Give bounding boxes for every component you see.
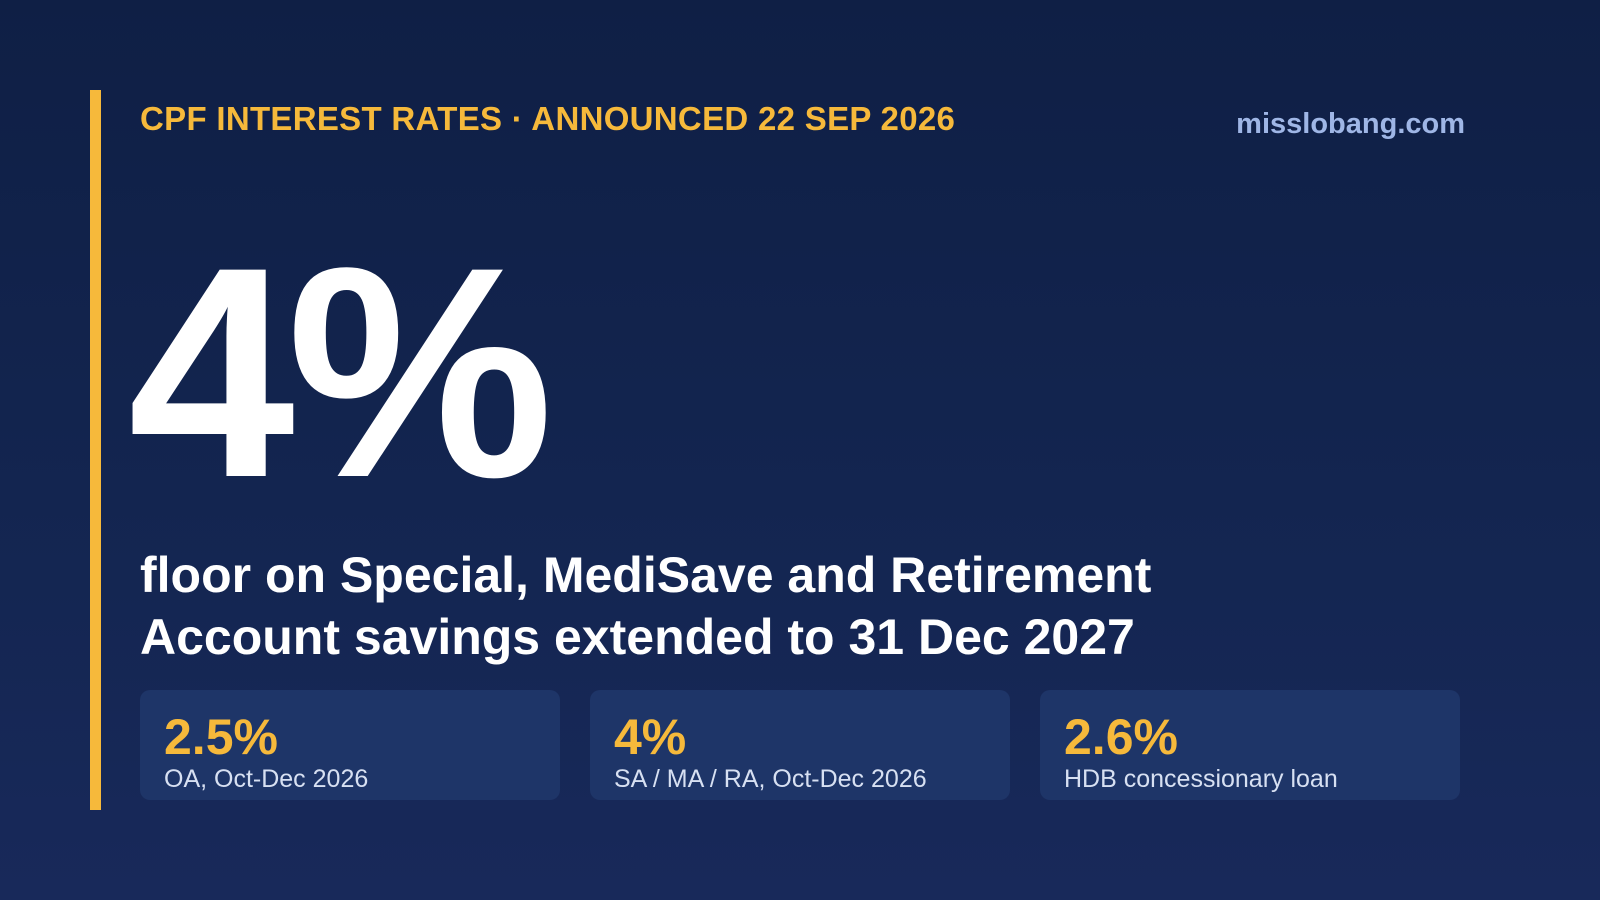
stat-value: 2.6% [1064, 709, 1178, 765]
stat-value: 2.5% [164, 709, 278, 765]
stat-card-oa: 2.5% OA, Oct-Dec 2026 [140, 690, 560, 800]
stat-label: SA / MA / RA, Oct-Dec 2026 [614, 765, 927, 793]
brand-domain: misslobang.com [1236, 108, 1465, 140]
headline-kicker: CPF INTEREST RATES · ANNOUNCED 22 SEP 20… [140, 100, 956, 137]
stats-row: 2.5% OA, Oct-Dec 2026 4% SA / MA / RA, O… [140, 690, 1460, 800]
hero-subtitle: floor on Special, MediSave and Retiremen… [140, 547, 1152, 665]
hero-rate: 4% [128, 204, 554, 540]
stat-card-hdb-loan: 2.6% HDB concessionary loan [1040, 690, 1460, 800]
stat-card-sa-ma-ra: 4% SA / MA / RA, Oct-Dec 2026 [590, 690, 1010, 800]
stat-label: HDB concessionary loan [1064, 765, 1338, 793]
stat-label: OA, Oct-Dec 2026 [164, 765, 369, 793]
accent-bar [90, 90, 101, 810]
stat-value: 4% [614, 709, 687, 765]
